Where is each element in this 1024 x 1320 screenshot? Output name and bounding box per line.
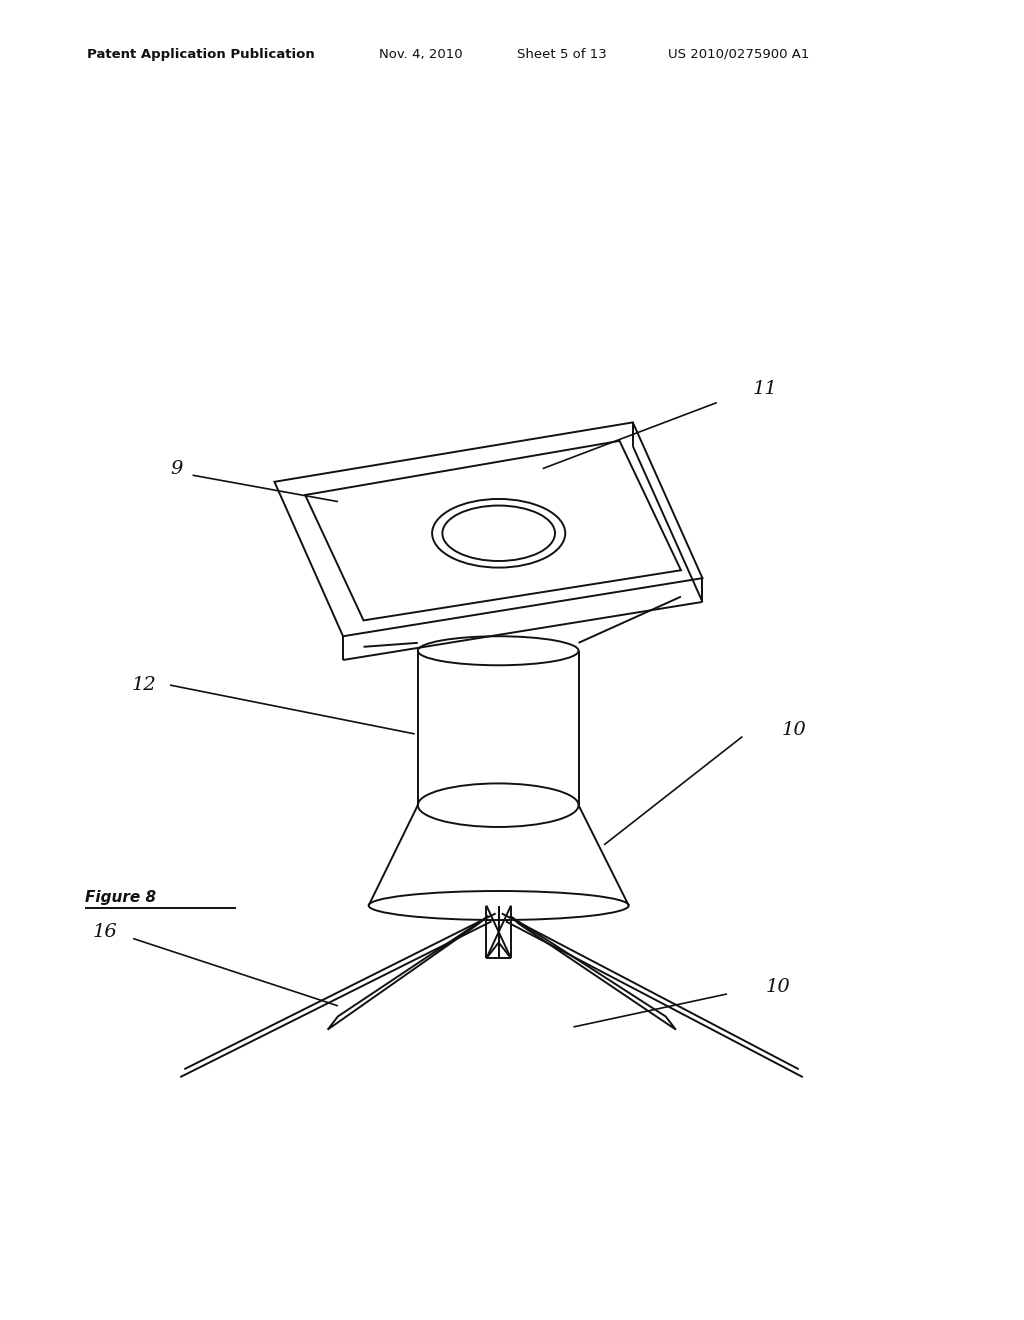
- Text: 9: 9: [170, 459, 182, 478]
- Text: 16: 16: [93, 923, 118, 941]
- Text: Sheet 5 of 13: Sheet 5 of 13: [517, 48, 607, 61]
- Text: Patent Application Publication: Patent Application Publication: [87, 48, 314, 61]
- Text: 11: 11: [753, 380, 777, 399]
- Text: 10: 10: [781, 721, 806, 739]
- Text: US 2010/0275900 A1: US 2010/0275900 A1: [668, 48, 809, 61]
- Text: 10: 10: [766, 978, 791, 997]
- Text: Figure 8: Figure 8: [85, 890, 156, 906]
- Text: Nov. 4, 2010: Nov. 4, 2010: [379, 48, 463, 61]
- Text: 12: 12: [132, 676, 157, 694]
